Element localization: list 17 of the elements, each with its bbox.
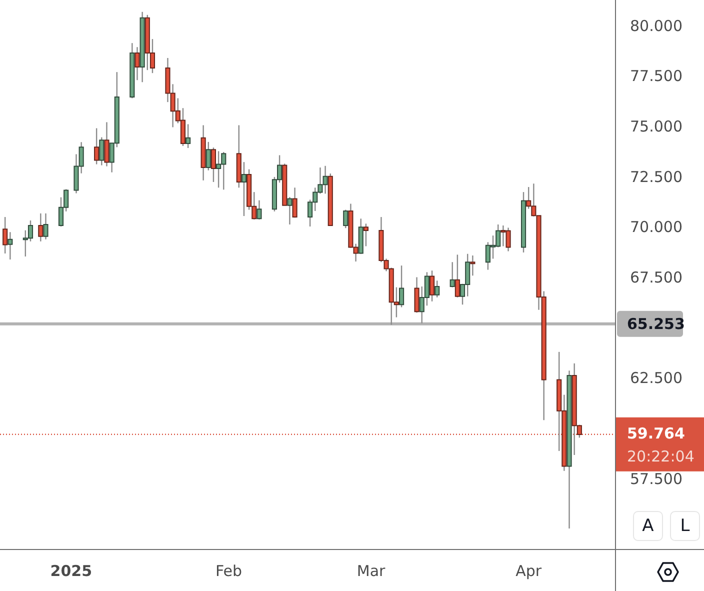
y-tick-label: 67.500: [630, 268, 682, 287]
y-tick-label: 80.000: [630, 16, 682, 35]
toggle-button: L: [670, 511, 700, 541]
y-tick-label: 72.500: [630, 168, 682, 186]
y-tick-label: 77.500: [630, 67, 682, 86]
toggle-button: A: [633, 511, 663, 541]
y-tick-label: 62.500: [630, 369, 682, 388]
y-tick-label: 70.000: [630, 218, 682, 236]
x-tick-label: 2025: [50, 562, 92, 580]
y-tick-label: 57.500: [630, 470, 682, 488]
y-tick-label: 75.000: [630, 118, 682, 136]
x-tick-label: Apr: [516, 562, 542, 580]
x-tick-label: Mar: [356, 562, 386, 580]
ref-line-label: 59.764: [627, 424, 685, 442]
x-tick-label: Feb: [215, 562, 242, 580]
text: 20:22:04: [627, 447, 694, 466]
ref-line-label: 65.253: [627, 314, 685, 333]
